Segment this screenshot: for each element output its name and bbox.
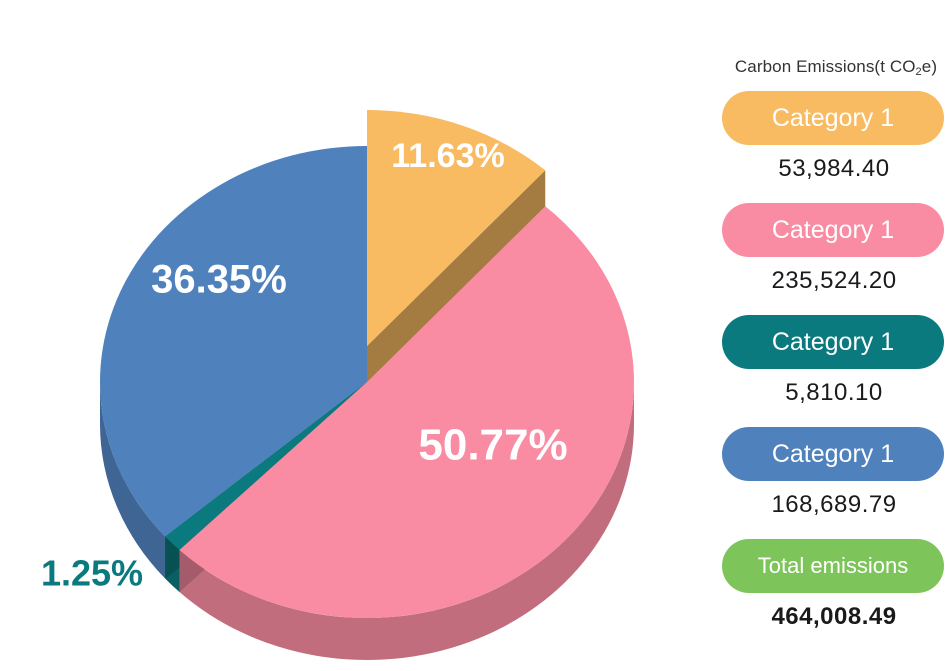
legend-value-1: 53,984.40 <box>778 155 890 182</box>
legend-title-prefix: Carbon Emissions(t CO <box>734 57 916 76</box>
slice-2-percent-label: 50.77% <box>418 421 567 470</box>
slice-4-percent-label: 36.35% <box>151 258 287 302</box>
legend: Carbon Emissions(t CO2e) Category 1 53,9… <box>722 57 946 641</box>
legend-title-sub: 2 <box>915 66 922 78</box>
legend-value-3: 5,810.10 <box>785 379 883 406</box>
pie-tops <box>99 110 634 618</box>
slice-4-rim <box>100 382 166 579</box>
legend-pill-4: Category 1 <box>722 427 944 481</box>
pie-chart-svg: 11.63% 50.77% 1.25% 36.35% <box>41 110 634 661</box>
legend-value-total: 464,008.49 <box>771 603 897 630</box>
legend-pill-2: Category 1 <box>722 203 944 257</box>
slice-1-percent-label: 11.63% <box>391 137 504 175</box>
slice-2-top <box>179 206 634 618</box>
pie-chart: 11.63% 50.77% 1.25% 36.35% <box>41 110 634 661</box>
legend-value-2: 235,524.20 <box>771 267 897 294</box>
legend-pill-total: Total emissions <box>722 539 944 593</box>
legend-value-4: 168,689.79 <box>771 491 897 518</box>
slice-1-wall <box>367 170 546 388</box>
legend-title-suffix: e) <box>921 57 938 76</box>
legend-title: Carbon Emissions(t CO2e) <box>726 57 946 78</box>
slice-3-top <box>165 382 367 550</box>
legend-pill-1: Category 1 <box>722 91 944 145</box>
slice-3-percent-label: 1.25% <box>41 553 143 594</box>
slice-2-rim <box>179 382 634 661</box>
slice-4-top <box>99 146 368 537</box>
slice-1-top <box>367 110 546 346</box>
legend-pill-3: Category 1 <box>722 315 944 369</box>
